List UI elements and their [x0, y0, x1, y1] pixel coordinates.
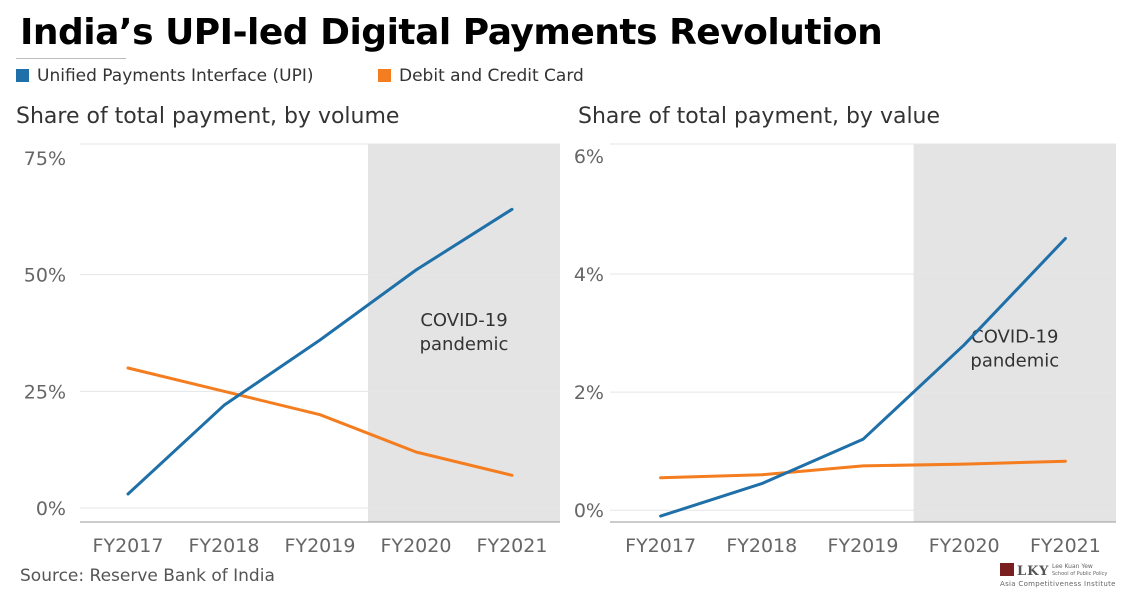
- x-tick-label: FY2020: [381, 535, 452, 557]
- page-title: India’s UPI-led Digital Payments Revolut…: [20, 12, 883, 53]
- legend-item-card[interactable]: Debit and Credit Card: [378, 66, 584, 86]
- annotation-line2: pandemic: [970, 351, 1059, 372]
- lky-logo: LKY Lee Kuan Yew School of Public Policy…: [1000, 562, 1120, 588]
- y-tick-label: 0%: [574, 500, 604, 522]
- y-tick-label: 25%: [24, 381, 66, 403]
- y-tick-label: 0%: [36, 498, 66, 520]
- annotation-line2: pandemic: [420, 334, 509, 355]
- y-tick-label: 50%: [24, 265, 66, 287]
- x-tick-label: FY2019: [828, 535, 899, 557]
- logo-line3: Asia Competitiveness Institute: [1000, 580, 1116, 588]
- covid-shade: [368, 144, 560, 522]
- x-tick-label: FY2017: [93, 535, 164, 557]
- x-tick-label: FY2020: [929, 535, 1000, 557]
- logo-line1: Lee Kuan Yew: [1052, 563, 1093, 570]
- legend-swatch-upi: [16, 69, 29, 82]
- x-tick-label: FY2018: [726, 535, 797, 557]
- legend-swatch-card: [378, 69, 391, 82]
- series-line-card: [659, 459, 1067, 480]
- source-note: Source: Reserve Bank of India: [20, 566, 275, 586]
- title-divider: [16, 58, 126, 59]
- legend-item-upi[interactable]: Unified Payments Interface (UPI): [16, 66, 313, 86]
- x-tick-label: FY2018: [189, 535, 260, 557]
- y-tick-label: 4%: [574, 264, 604, 286]
- logo-line2: School of Public Policy: [1052, 571, 1107, 577]
- y-tick-label: 75%: [24, 148, 66, 170]
- series-line-upi: [659, 237, 1067, 518]
- chart-title-value: Share of total payment, by value: [578, 104, 941, 129]
- y-tick-label: 6%: [574, 146, 604, 168]
- covid-shade: [913, 144, 1116, 522]
- chart-title-volume: Share of total payment, by volume: [16, 104, 400, 129]
- annotation-line1: COVID-19: [420, 310, 507, 331]
- x-tick-label: FY2021: [1030, 535, 1101, 557]
- series-line-upi: [126, 207, 514, 496]
- y-tick-label: 2%: [574, 382, 604, 404]
- legend-label-card: Debit and Credit Card: [399, 66, 584, 86]
- x-tick-label: FY2017: [625, 535, 696, 557]
- annotation-line1: COVID-19: [971, 327, 1058, 348]
- legend-label-upi: Unified Payments Interface (UPI): [37, 66, 314, 86]
- series-line-card: [126, 366, 514, 477]
- x-tick-label: FY2019: [285, 535, 356, 557]
- volume-chart: 0% 25% 50% 75% FY2017 FY2018 FY2019 FY2020 FY202…: [24, 143, 560, 557]
- logo-mark: LKY: [1017, 564, 1049, 579]
- x-tick-label: FY2021: [477, 535, 548, 557]
- value-chart: 0% 2% 4% 6% FY2017 FY2018 FY2019 FY2020 FY2021 CO…: [574, 143, 1116, 557]
